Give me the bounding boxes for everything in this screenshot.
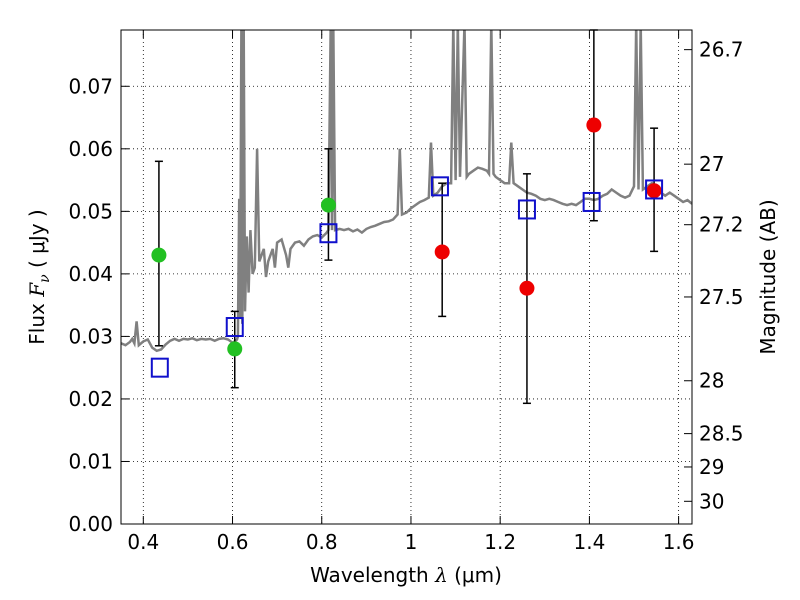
y2-tick-label: 27.2 bbox=[699, 213, 744, 237]
grid-layer bbox=[121, 30, 692, 524]
x-tick-label: 1.2 bbox=[484, 530, 516, 554]
y2-tick-label: 27.5 bbox=[699, 285, 744, 309]
y-tick-label: 0.02 bbox=[68, 387, 113, 411]
data-layer bbox=[121, 30, 692, 353]
green-point bbox=[227, 341, 243, 357]
y-tick-label: 0.01 bbox=[68, 449, 113, 473]
model-square bbox=[645, 179, 664, 200]
y-tick-label: 0.07 bbox=[68, 74, 113, 98]
plot-frame bbox=[120, 29, 693, 525]
y2-tick-label: 26.7 bbox=[699, 38, 744, 62]
x-axis-label: Wavelength λ (μm) bbox=[310, 563, 502, 587]
model-square bbox=[150, 357, 169, 378]
y2-tick-label: 27 bbox=[699, 152, 724, 176]
red-point bbox=[646, 183, 662, 199]
x-tick-label: 1.4 bbox=[573, 530, 605, 554]
red-point bbox=[519, 280, 535, 296]
spectrum-line bbox=[121, 30, 692, 353]
tick-layer: 0.4 0.6 0.8 1 1.2 1.4 1.6 0.00 0.01 0.02 0.03 0.04 0… bbox=[68, 30, 744, 554]
model-square bbox=[582, 191, 601, 212]
model-square bbox=[517, 199, 536, 220]
y2-tick-label: 28.5 bbox=[699, 422, 744, 446]
marker-layer bbox=[150, 117, 664, 378]
x-tick-label: 1.6 bbox=[663, 530, 695, 554]
x-tick-label: 1 bbox=[405, 530, 418, 554]
model-square bbox=[225, 317, 244, 338]
y-tick-label: 0.03 bbox=[68, 324, 113, 348]
green-point bbox=[320, 197, 336, 213]
x-tick-label: 0.8 bbox=[306, 530, 338, 554]
model-square bbox=[430, 176, 449, 197]
y-tick-label: 0.04 bbox=[68, 262, 113, 286]
y-tick-label: 0.06 bbox=[68, 137, 113, 161]
y-axis-label: Flux Fν ( μJy ) bbox=[25, 209, 53, 344]
y2-tick-label: 28 bbox=[699, 369, 724, 393]
red-point bbox=[434, 244, 450, 260]
y-tick-label: 0.05 bbox=[68, 199, 113, 223]
green-point bbox=[151, 247, 167, 263]
x-tick-label: 0.4 bbox=[127, 530, 159, 554]
model-square bbox=[319, 223, 338, 244]
y-tick-label: 0.00 bbox=[68, 512, 113, 536]
red-point bbox=[586, 117, 602, 133]
y2-tick-label: 29 bbox=[699, 455, 724, 479]
x-tick-label: 0.6 bbox=[217, 530, 249, 554]
y2-axis-label: Magnitude (AB) bbox=[756, 199, 780, 354]
y2-tick-label: 30 bbox=[699, 489, 724, 513]
